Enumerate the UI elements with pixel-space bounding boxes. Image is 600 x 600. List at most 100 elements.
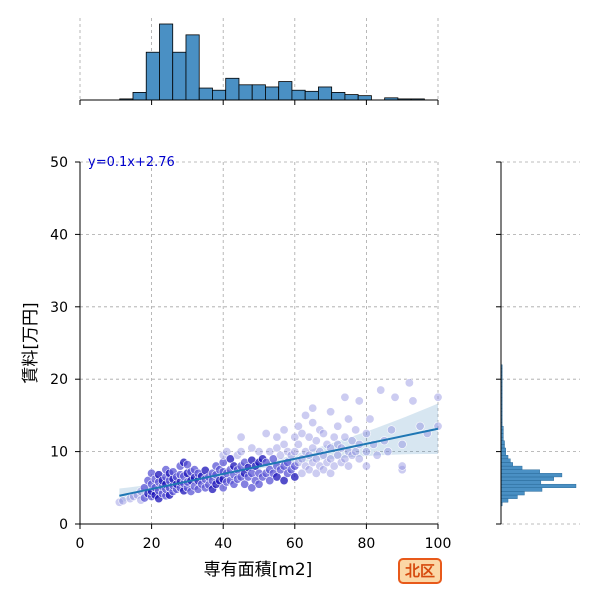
scatter-point — [347, 436, 357, 446]
main-axes: 0 20 40 60 80 100 0 10 20 30 40 50 — [50, 155, 451, 552]
scatter-point — [397, 465, 407, 475]
scatter-point — [361, 447, 371, 457]
x-tick-label: 40 — [214, 536, 232, 552]
y-tick-label: 50 — [50, 155, 68, 171]
top-hist-bar — [145, 51, 160, 101]
scatter-point — [354, 396, 364, 406]
scatter-point — [322, 439, 332, 449]
scatter-point — [279, 439, 289, 449]
scatter-point — [301, 410, 311, 420]
top-hist-bar — [225, 77, 240, 101]
scatter-point — [308, 457, 318, 467]
scatter-point — [315, 461, 325, 471]
scatter-point — [347, 450, 357, 460]
x-tick-label: 60 — [286, 536, 304, 552]
scatter-point — [372, 450, 382, 460]
y-tick-label: 40 — [50, 227, 68, 243]
top-hist-axes — [79, 99, 439, 105]
scatter-point — [333, 421, 343, 431]
scatter-point — [318, 428, 328, 438]
y-tick-label: 10 — [50, 445, 68, 461]
x-tick-label: 20 — [143, 536, 161, 552]
scatter-point — [408, 396, 418, 406]
scatter-point — [308, 403, 318, 413]
regression-line — [119, 427, 439, 497]
right-hist-bar — [500, 480, 542, 485]
scatter-point — [343, 414, 353, 424]
scatter-point — [397, 439, 407, 449]
x-tick-label: 0 — [76, 536, 85, 552]
scatter-point — [222, 447, 232, 457]
top-hist-bar — [198, 87, 213, 101]
scatter-point — [326, 454, 336, 464]
scatter-point — [293, 439, 303, 449]
scatter-point — [333, 439, 343, 449]
top-hist-bar — [251, 84, 266, 101]
scatter-point — [254, 479, 264, 489]
scatter-point — [404, 378, 414, 388]
scatter-point — [118, 496, 128, 506]
scatter-point — [326, 407, 336, 417]
scatter-point — [290, 461, 300, 471]
scatter-point — [247, 483, 257, 493]
top-hist-bar — [278, 81, 293, 101]
y-tick-label: 20 — [50, 372, 68, 388]
right-histogram — [500, 364, 577, 507]
top-hist-bar — [304, 90, 319, 101]
top-hist-bar — [212, 89, 227, 101]
scatter-point — [233, 450, 243, 460]
scatter-point — [340, 432, 350, 442]
scatter-point — [279, 425, 289, 435]
scatter-point — [279, 476, 289, 486]
scatter-point — [376, 385, 386, 395]
scatter-point — [361, 428, 371, 438]
scatter-point — [329, 461, 339, 471]
x-tick-label: 100 — [425, 536, 452, 552]
right-hist-bar — [500, 458, 511, 463]
scatter-point — [311, 468, 321, 478]
top-hist-bar — [172, 51, 187, 101]
scatter-point — [308, 418, 318, 428]
scatter-point — [304, 465, 314, 475]
scatter-point — [240, 479, 250, 489]
scatter-point — [272, 472, 282, 482]
scatter-point — [365, 414, 375, 424]
y-tick-label: 30 — [50, 300, 68, 316]
scatter-point — [329, 432, 339, 442]
right-hist-bar — [500, 476, 554, 481]
scatter-point — [351, 425, 361, 435]
scatter-point — [343, 461, 353, 471]
scatter-point — [390, 392, 400, 402]
right-hist-bar — [500, 483, 577, 488]
right-hist-grid — [501, 161, 580, 525]
y-tick-label: 0 — [59, 517, 68, 533]
scatter-point — [218, 450, 228, 460]
scatter-point — [383, 447, 393, 457]
scatter-point — [340, 454, 350, 464]
scatter-point — [261, 428, 271, 438]
top-hist-bar — [357, 95, 372, 101]
scatter-point — [304, 432, 314, 442]
right-hist-axes — [496, 161, 502, 525]
scatter-point — [265, 447, 275, 457]
scatter-point — [247, 443, 257, 453]
scatter-point — [340, 392, 350, 402]
right-hist-bar — [500, 491, 525, 496]
scatter-point — [415, 421, 425, 431]
scatter-point — [361, 461, 371, 471]
scatter-point — [283, 447, 293, 457]
scatter-point — [265, 476, 275, 486]
scatter-point — [301, 461, 311, 471]
right-hist-bar — [500, 473, 563, 478]
scatter-point — [315, 425, 325, 435]
right-hist-bar — [500, 494, 518, 499]
right-hist-bar — [500, 455, 509, 460]
scatter-point — [254, 447, 264, 457]
scatter-point — [386, 425, 396, 435]
scatter-point — [333, 450, 343, 460]
scatter-point — [433, 392, 443, 402]
top-hist-bar — [238, 84, 253, 101]
x-axis-label: 専有面積[m2] — [204, 560, 313, 580]
right-hist-bar — [500, 498, 509, 503]
